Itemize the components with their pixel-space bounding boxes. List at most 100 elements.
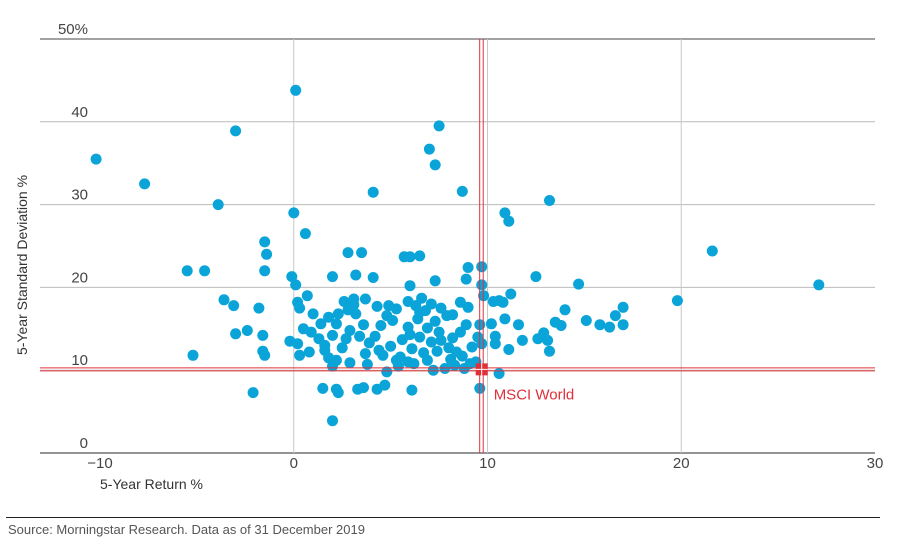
data-point	[429, 275, 441, 287]
data-point	[218, 294, 230, 306]
data-point	[230, 328, 242, 340]
data-point	[259, 265, 271, 277]
data-point	[330, 354, 342, 366]
data-point	[460, 273, 472, 285]
data-point	[503, 344, 515, 355]
data-point	[439, 363, 451, 374]
data-point	[505, 288, 517, 300]
data-point	[813, 279, 825, 291]
data-point	[327, 271, 338, 283]
data-point	[462, 262, 474, 273]
data-point	[435, 334, 447, 346]
data-point	[181, 265, 193, 277]
y-axis-label: 5-Year Standard Deviation %	[14, 175, 30, 355]
data-point	[319, 339, 331, 351]
data-point	[433, 120, 445, 132]
data-point	[290, 84, 302, 96]
data-point	[375, 320, 387, 331]
data-point	[187, 349, 199, 361]
data-point	[416, 292, 428, 304]
data-point	[414, 250, 426, 262]
data-point	[671, 295, 683, 307]
data-point	[516, 334, 528, 346]
y-tick-label: 30	[71, 187, 88, 204]
data-point	[402, 321, 414, 333]
data-point	[199, 265, 211, 277]
x-tick-label: 10	[479, 455, 496, 472]
data-point	[247, 387, 259, 399]
data-point	[392, 360, 404, 372]
x-axis-label: 5-Year Return %	[100, 476, 203, 492]
data-point	[390, 303, 402, 315]
data-point	[604, 321, 616, 333]
data-point	[555, 320, 567, 331]
data-point	[429, 159, 441, 171]
data-point	[418, 347, 430, 359]
data-point	[317, 382, 329, 394]
data-point	[344, 357, 356, 369]
data-point	[559, 304, 571, 316]
data-point	[497, 296, 509, 308]
data-point	[139, 178, 151, 190]
data-point	[332, 308, 344, 320]
footer-divider	[6, 517, 880, 518]
data-point	[532, 333, 544, 345]
data-point	[489, 330, 501, 342]
data-point	[423, 143, 435, 155]
data-point	[530, 271, 542, 283]
data-point	[499, 313, 511, 325]
data-point	[454, 296, 466, 308]
data-point	[228, 300, 240, 312]
data-point	[361, 358, 373, 370]
data-point	[305, 326, 317, 338]
data-point	[609, 310, 621, 322]
data-point	[573, 278, 585, 290]
data-point	[594, 319, 606, 331]
data-point	[379, 379, 391, 391]
benchmark-label: MSCI World	[494, 386, 575, 403]
data-point	[493, 368, 505, 379]
data-point	[356, 247, 368, 259]
data-point	[367, 272, 379, 283]
data-point	[456, 185, 468, 197]
data-point	[476, 338, 488, 350]
x-tick-label: 30	[867, 455, 884, 472]
data-point	[433, 326, 445, 338]
data-point	[350, 269, 362, 281]
data-point	[292, 338, 304, 350]
data-point	[451, 346, 462, 358]
x-tick-label: 0	[290, 455, 298, 472]
data-point	[299, 228, 311, 240]
data-point	[460, 319, 472, 331]
benchmark-reference-lines	[40, 39, 875, 453]
data-point	[371, 300, 383, 312]
data-point	[499, 207, 511, 219]
data-point	[435, 302, 447, 314]
data-point	[288, 207, 300, 219]
data-point	[261, 248, 273, 260]
data-point	[385, 340, 397, 352]
tick-labels: 0 10 20 30 40 50% −10 0 10 20 30	[58, 21, 883, 472]
y-tick-label: 40	[71, 104, 88, 121]
data-point	[253, 302, 265, 314]
data-point	[330, 318, 342, 330]
data-point	[429, 315, 441, 327]
data-point	[259, 349, 271, 361]
data-point	[427, 364, 439, 376]
data-point	[90, 153, 102, 165]
x-tick-label: 20	[673, 455, 690, 472]
data-point	[212, 199, 224, 211]
data-point	[580, 315, 592, 326]
data-point	[294, 349, 306, 361]
data-point	[466, 341, 478, 353]
data-point	[425, 298, 437, 310]
source-note: Source: Morningstar Research. Data as of…	[8, 522, 365, 537]
data-point	[476, 279, 488, 291]
data-point	[315, 318, 327, 330]
data-point	[431, 345, 443, 357]
y-tick-label: 10	[71, 352, 88, 369]
data-point	[363, 337, 375, 349]
data-point	[294, 302, 306, 314]
data-point	[327, 415, 338, 427]
